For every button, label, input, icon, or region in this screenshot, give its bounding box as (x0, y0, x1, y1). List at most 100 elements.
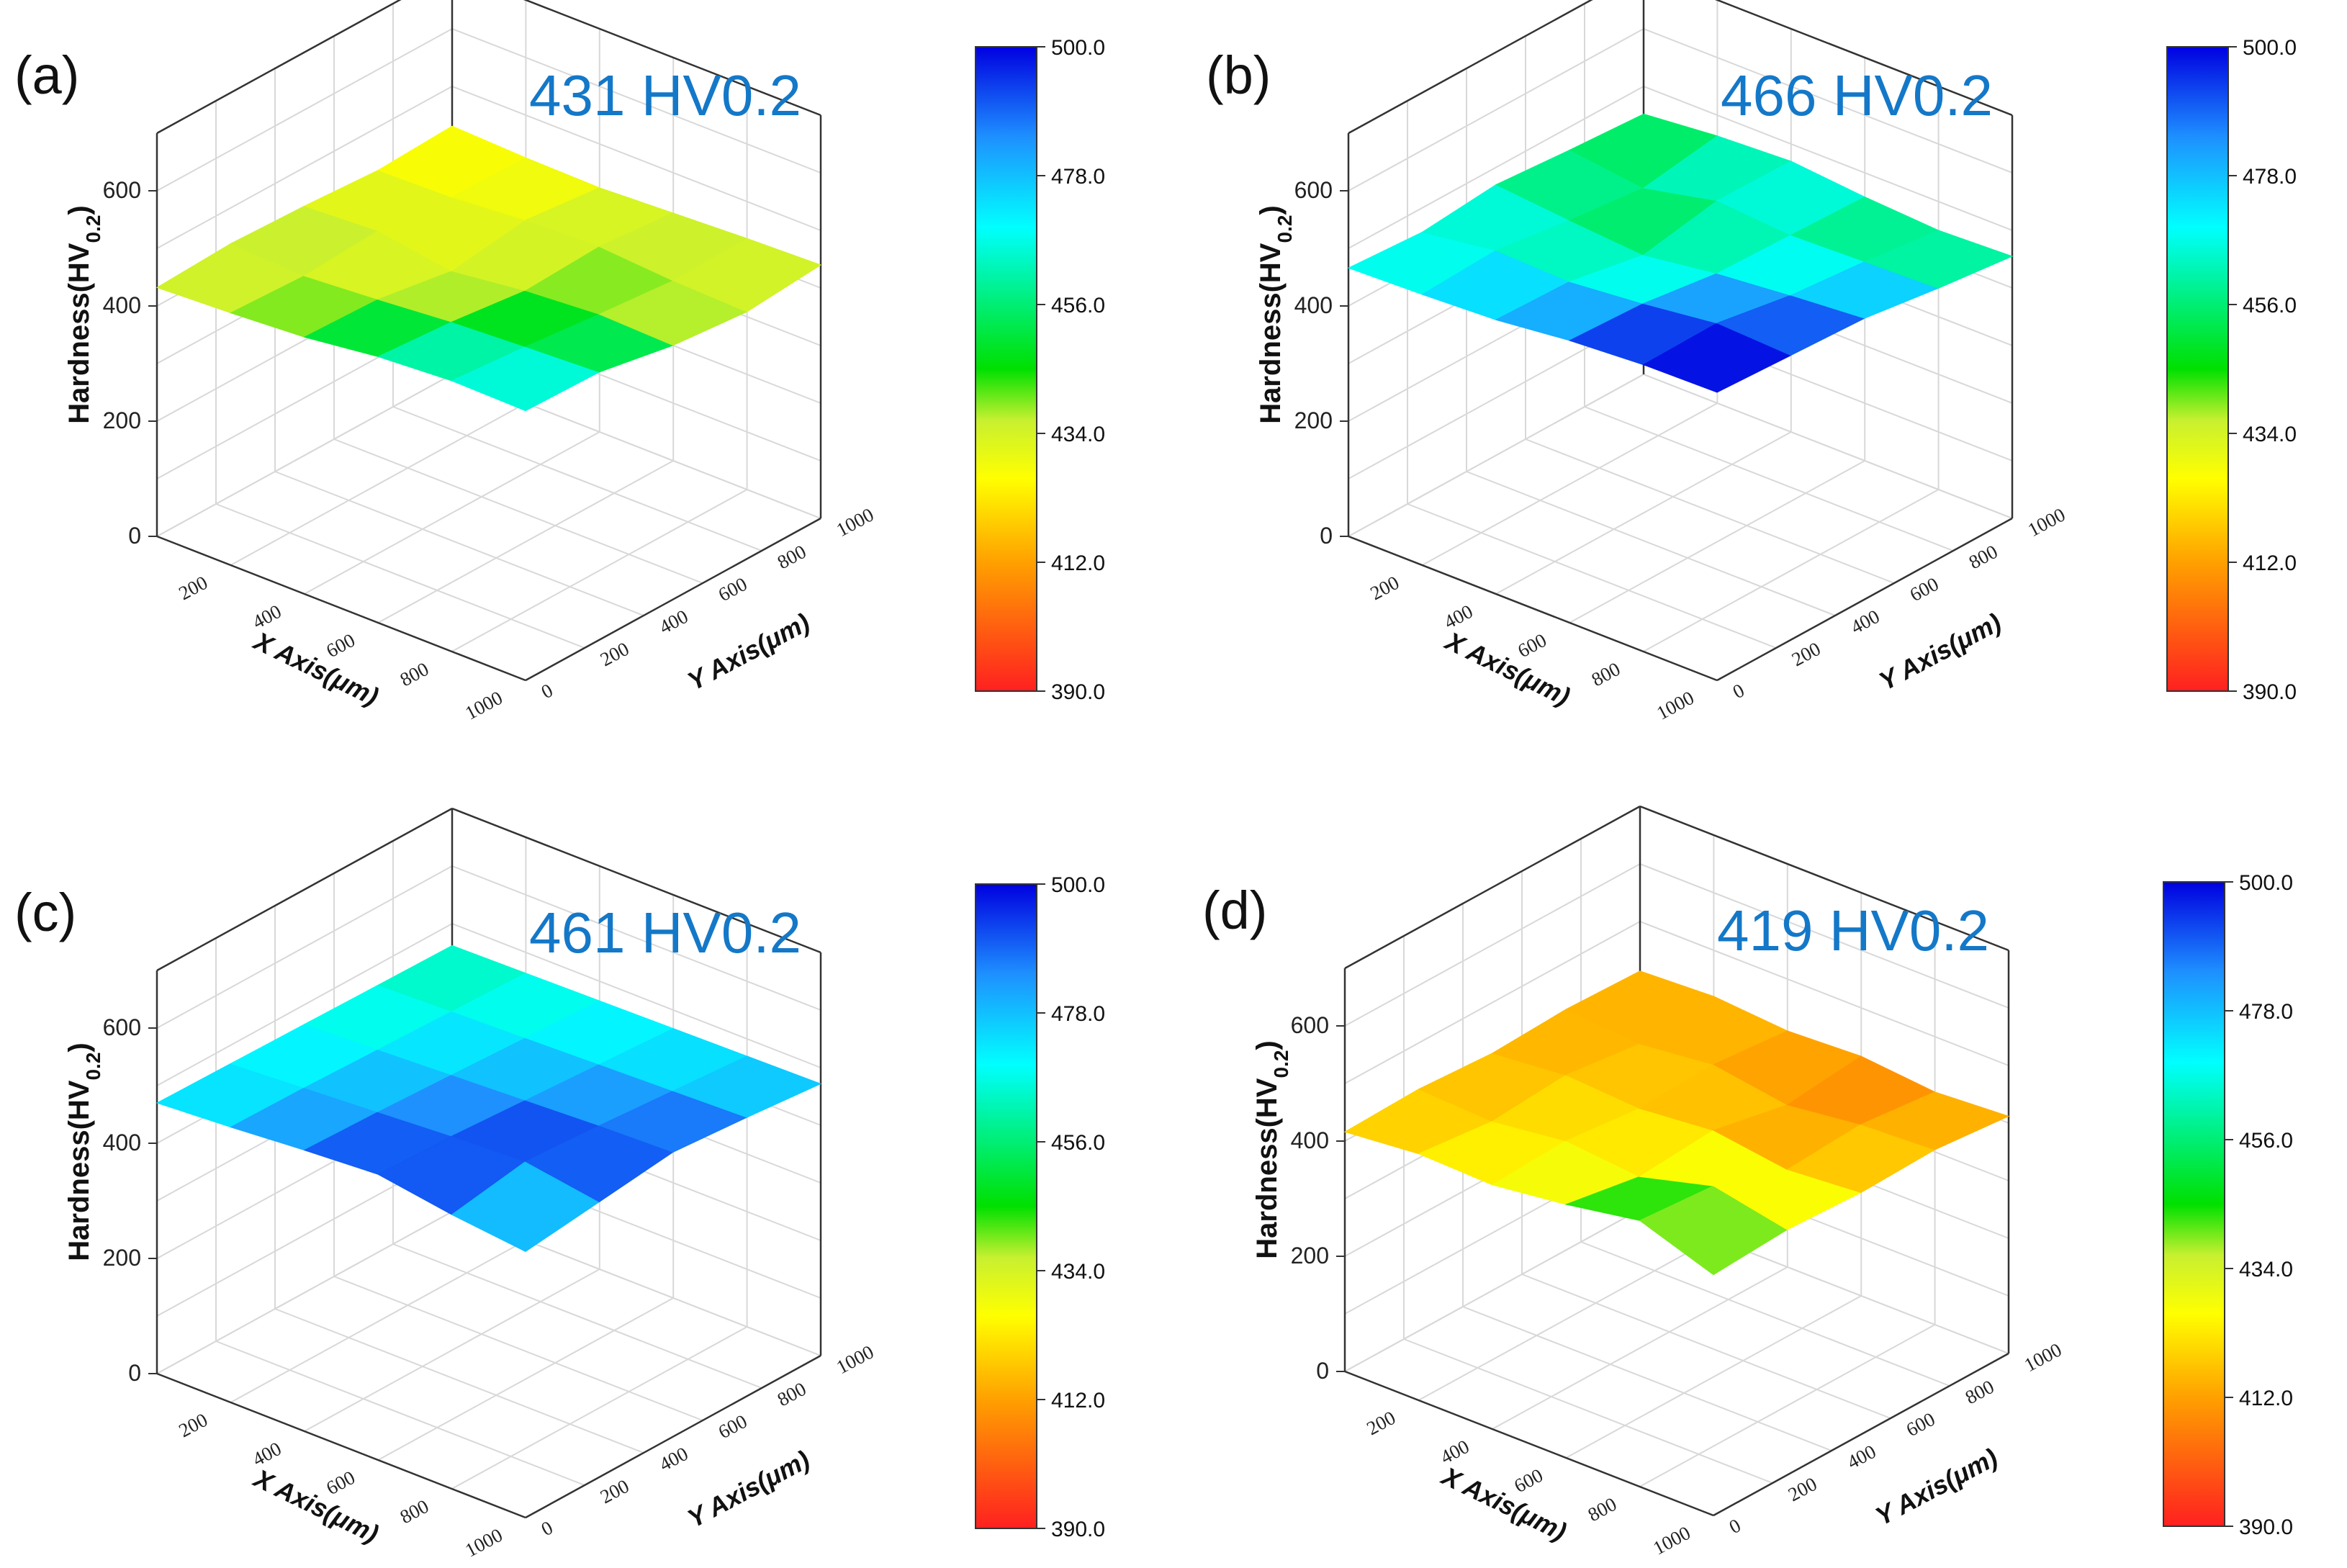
panel-label: (d) (1202, 880, 1267, 940)
y-tick-label: 200 (1785, 1473, 1821, 1506)
floor-grid-line (451, 1326, 748, 1490)
axes (1347, 0, 2014, 682)
colorbar-tick-label: 434.0 (2239, 1258, 2293, 1281)
z-label-main: Hardness(HV (1251, 1078, 1283, 1259)
x-tick-label: 200 (175, 1409, 211, 1442)
wall-grid-line (1643, 28, 2013, 174)
floor-grid-line (304, 431, 600, 595)
y-tick-label: 0 (538, 679, 557, 703)
wall-grid-line (451, 28, 821, 174)
z-tick-label: 0 (128, 1360, 141, 1386)
z-label-sub: 0.2 (1274, 215, 1296, 243)
floor-grid-line (1584, 406, 1954, 551)
floor-grid-line (1639, 1324, 1936, 1487)
z-tick-label: 400 (103, 292, 141, 318)
z-axis-label: Hardness(HV0.2) (1251, 1040, 1292, 1258)
wall-grid-line (156, 865, 453, 1029)
colorbar-tick-label: 456.0 (2239, 1129, 2293, 1153)
colorbar-tick-label: 412.0 (1051, 551, 1105, 575)
x-tick-label: 800 (397, 1495, 433, 1528)
colorbar-tick-label: 412.0 (2243, 551, 2297, 575)
x-axis-line (1348, 535, 1718, 682)
z-tick-label: 600 (103, 1014, 141, 1040)
floor-grid-line (392, 406, 762, 551)
colorbar-tick-label: 456.0 (1051, 1131, 1105, 1155)
x-axis-line (156, 1372, 526, 1519)
y-axis-line (1716, 517, 2013, 682)
wall-grid-line (1643, 86, 2013, 231)
colorbar-tick-label: 456.0 (1051, 294, 1105, 317)
z-axis-label: Hardness(HV0.2) (1255, 205, 1296, 423)
colorbar (2163, 881, 2225, 1527)
y-tick-label: 800 (1965, 541, 2001, 574)
floor-grid-line (274, 1308, 644, 1454)
top-edge-line (523, 0, 821, 117)
z-tick-label: 400 (1294, 292, 1333, 318)
x-tick-label: 1000 (1649, 1522, 1694, 1559)
x-tick-label: 800 (1588, 658, 1624, 691)
surface-patch (1863, 230, 2014, 289)
floor-grid-line (1403, 1338, 1773, 1484)
wall-grid-line (1348, 374, 1644, 537)
floor-grid-line (451, 489, 748, 652)
floor-grid-line (333, 1276, 703, 1421)
hardness-annotation: 419 HV0.2 (1717, 898, 1989, 963)
floor-grid-line (377, 460, 674, 623)
wall-grid-line (156, 1211, 453, 1374)
y-tick-label: 800 (1962, 1376, 1998, 1409)
x-tick-label: 200 (1366, 572, 1402, 605)
floor-grid-line (215, 1341, 585, 1486)
wall-grid-line (156, 86, 453, 249)
colorbar (2166, 46, 2229, 692)
floor-grid-line (1466, 471, 1836, 616)
hardness-annotation: 431 HV0.2 (529, 63, 801, 127)
floor-grid-line (230, 1240, 526, 1403)
colorbar-tick-label: 456.0 (2243, 294, 2297, 317)
y-axis-label: Y Axis(μm) (1874, 608, 2006, 696)
wall-grid-line (156, 923, 453, 1086)
y-axis-line (525, 1354, 821, 1519)
wall-grid-line (1643, 374, 2013, 519)
colorbar-tick-label: 478.0 (1051, 165, 1105, 189)
colorbar-tick-label: 390.0 (2239, 1515, 2293, 1539)
colorbar (975, 46, 1037, 692)
wall-grid-line (1639, 921, 2009, 1066)
y-tick-label: 1000 (833, 1341, 878, 1378)
colorbar-tick-label: 500.0 (2239, 871, 2293, 895)
top-edge-line (1639, 805, 2009, 952)
colorbar-tick-label: 434.0 (2243, 423, 2297, 446)
z-tick-label: 0 (128, 523, 141, 549)
panel-label: (a) (14, 45, 79, 105)
x-tick-label: 1000 (461, 687, 506, 724)
x-axis-line (156, 535, 526, 682)
floor-grid-line (1565, 1295, 1862, 1459)
z-label-sub: 0.2 (82, 215, 104, 243)
colorbar-tick-label: 434.0 (1051, 423, 1105, 446)
x-axis-label: X Axis(μm) (1440, 626, 1575, 711)
y-tick-label: 0 (538, 1516, 557, 1540)
y-tick-label: 600 (1906, 573, 1942, 606)
z-tick-label: 600 (1294, 177, 1333, 203)
wall-grid-line (1348, 28, 1644, 192)
top-edge-line (156, 807, 453, 972)
axes (1343, 805, 2010, 1517)
floor-grid-line (1495, 431, 1792, 595)
z-tick-label: 600 (1291, 1012, 1329, 1038)
wall-grid-line (1344, 863, 1641, 1027)
wall-grid-line (156, 28, 453, 192)
z-tick-label: 200 (1294, 407, 1333, 433)
colorbar-tick-label: 390.0 (2243, 680, 2297, 704)
colorbar-tick-label: 500.0 (1051, 873, 1105, 897)
z-tick-label: 600 (103, 177, 141, 203)
top-edge-line (451, 807, 821, 954)
x-axis-label: X Axis(μm) (1436, 1461, 1571, 1546)
floor-grid-line (392, 1243, 762, 1389)
surface-patch (672, 1055, 822, 1118)
z-tick-label: 200 (103, 1245, 141, 1271)
hardness-annotation: 466 HV0.2 (1721, 63, 1993, 127)
top-edge-line (156, 0, 402, 135)
z-tick-label: 0 (1316, 1358, 1329, 1384)
wall-grid-line (1344, 1209, 1641, 1372)
